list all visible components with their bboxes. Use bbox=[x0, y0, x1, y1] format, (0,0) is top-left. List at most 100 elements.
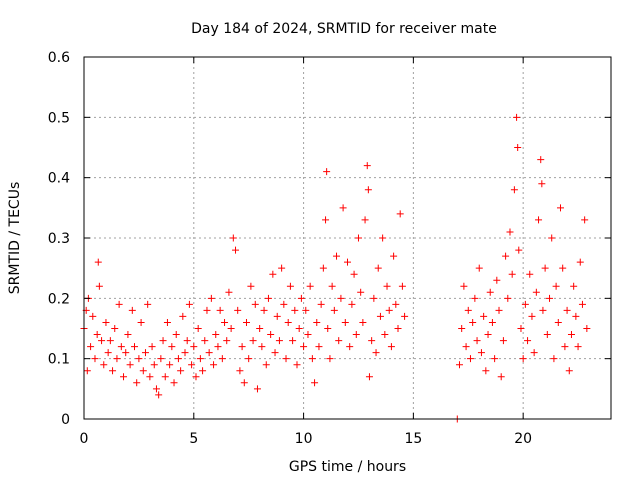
data-point bbox=[155, 391, 163, 399]
data-point bbox=[146, 373, 154, 381]
data-point bbox=[100, 361, 108, 369]
data-point bbox=[166, 361, 174, 369]
data-point bbox=[458, 325, 466, 332]
data-point bbox=[315, 343, 323, 351]
data-point bbox=[344, 258, 351, 266]
x-tick-label: 15 bbox=[404, 431, 422, 447]
data-point bbox=[357, 288, 365, 296]
data-point bbox=[291, 306, 299, 314]
data-point bbox=[319, 264, 327, 272]
data-point bbox=[109, 367, 117, 375]
data-point bbox=[374, 264, 382, 272]
data-point bbox=[269, 270, 277, 278]
data-point bbox=[223, 337, 231, 345]
y-tick-label: 0.1 bbox=[48, 352, 70, 368]
data-point bbox=[247, 282, 255, 290]
data-point bbox=[183, 337, 191, 345]
y-tick-label: 0.6 bbox=[48, 50, 70, 66]
data-point bbox=[530, 349, 538, 357]
data-point bbox=[111, 325, 119, 332]
data-point bbox=[506, 228, 514, 236]
data-point bbox=[253, 385, 261, 393]
data-point bbox=[170, 379, 178, 387]
data-point bbox=[339, 204, 347, 212]
x-tick-label: 20 bbox=[514, 431, 532, 447]
data-point bbox=[326, 355, 334, 363]
data-point bbox=[185, 300, 193, 308]
data-point bbox=[477, 349, 485, 357]
data-point bbox=[565, 367, 573, 375]
data-point bbox=[324, 325, 332, 332]
data-point bbox=[94, 258, 102, 266]
data-point bbox=[350, 270, 358, 278]
data-point bbox=[330, 306, 338, 314]
data-point bbox=[335, 337, 343, 345]
data-point bbox=[475, 264, 483, 272]
data-point bbox=[323, 168, 331, 176]
data-point bbox=[144, 300, 152, 308]
data-point bbox=[210, 361, 218, 369]
data-point bbox=[535, 216, 543, 224]
data-point bbox=[341, 318, 349, 326]
data-point bbox=[196, 355, 204, 363]
data-point bbox=[120, 373, 128, 381]
data-point bbox=[221, 318, 229, 326]
data-point bbox=[227, 325, 235, 332]
data-point bbox=[216, 306, 224, 314]
data-point bbox=[242, 318, 250, 326]
x-tick-label: 10 bbox=[295, 431, 313, 447]
data-point bbox=[348, 300, 356, 308]
data-point bbox=[550, 355, 558, 363]
data-point bbox=[150, 361, 158, 369]
data-point bbox=[275, 337, 283, 345]
data-point bbox=[267, 331, 275, 339]
data-point bbox=[469, 318, 477, 326]
data-point bbox=[93, 331, 101, 339]
y-tick-label: 0.2 bbox=[48, 291, 70, 307]
data-point bbox=[273, 312, 281, 320]
data-point bbox=[240, 379, 248, 387]
data-point bbox=[504, 294, 512, 302]
data-point bbox=[376, 312, 384, 320]
data-point bbox=[286, 282, 294, 290]
data-point bbox=[236, 367, 244, 375]
data-point bbox=[148, 343, 156, 351]
data-point bbox=[514, 144, 522, 151]
data-point bbox=[387, 343, 395, 351]
data-point bbox=[346, 343, 354, 351]
data-point bbox=[546, 294, 554, 302]
data-point bbox=[385, 306, 393, 314]
data-point bbox=[372, 349, 380, 357]
data-point bbox=[304, 331, 312, 339]
data-point bbox=[133, 379, 141, 387]
data-point bbox=[563, 306, 571, 314]
data-point bbox=[256, 325, 264, 332]
data-point bbox=[510, 186, 518, 194]
chart-title: Day 184 of 2024, SRMTID for receiver mat… bbox=[191, 21, 497, 37]
data-point bbox=[295, 325, 303, 332]
data-point bbox=[554, 318, 562, 326]
data-point bbox=[280, 300, 288, 308]
data-point bbox=[392, 300, 400, 308]
data-point bbox=[359, 318, 367, 326]
data-point bbox=[190, 343, 198, 351]
data-point bbox=[172, 331, 180, 339]
data-point bbox=[293, 361, 301, 369]
data-point bbox=[194, 325, 202, 332]
data-point bbox=[548, 234, 556, 242]
data-point bbox=[199, 367, 207, 375]
data-point bbox=[333, 252, 341, 260]
data-point bbox=[124, 331, 132, 339]
data-point bbox=[508, 270, 516, 278]
x-tick-label: 0 bbox=[80, 431, 89, 447]
data-point bbox=[495, 306, 503, 314]
data-point bbox=[163, 318, 171, 326]
data-point bbox=[179, 312, 187, 320]
data-point bbox=[212, 331, 220, 339]
data-point bbox=[188, 361, 196, 369]
data-point bbox=[282, 355, 290, 363]
data-point bbox=[473, 337, 481, 345]
data-point bbox=[300, 343, 308, 351]
data-point bbox=[322, 216, 330, 224]
